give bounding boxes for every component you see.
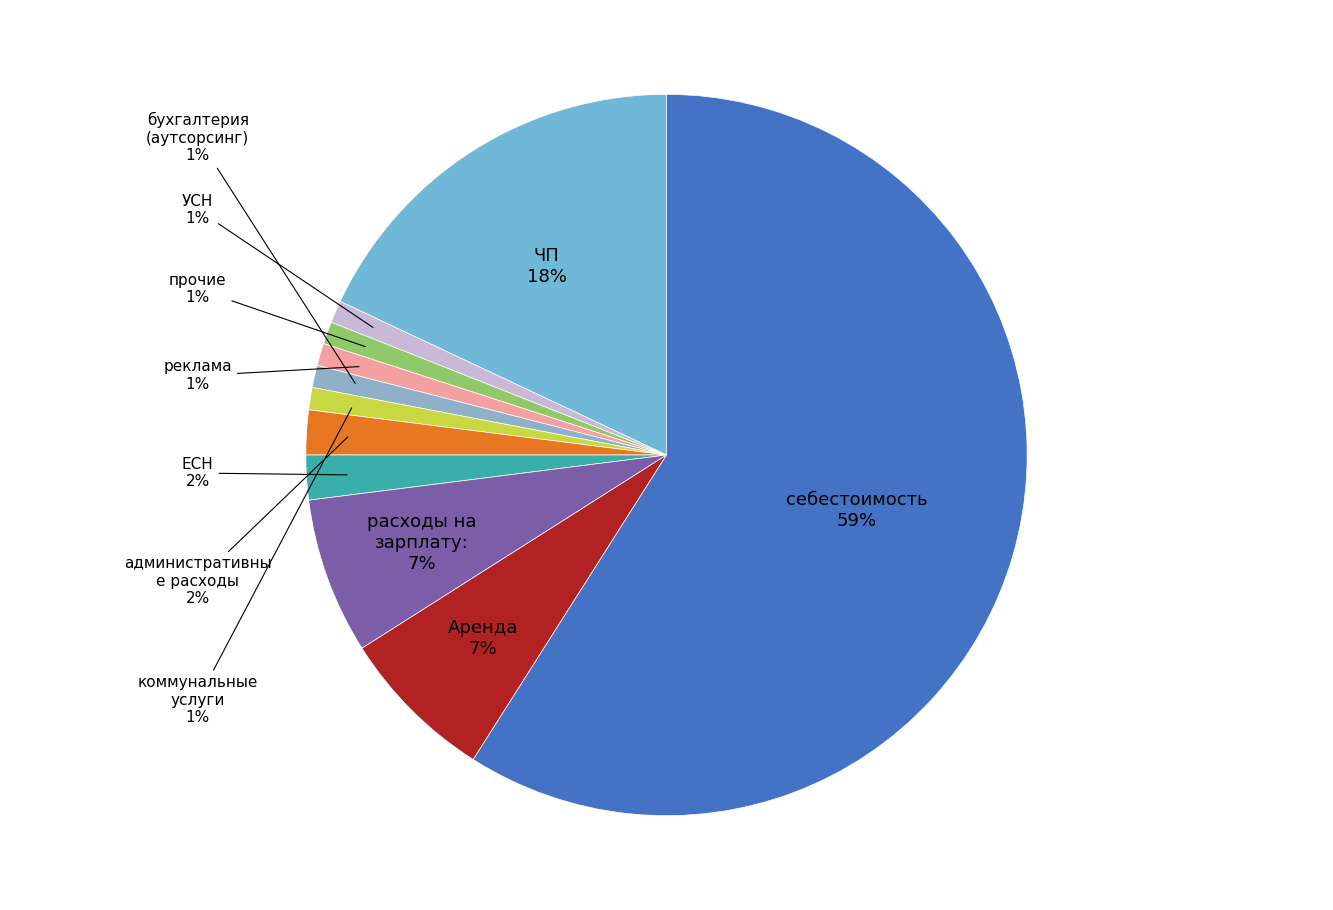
Text: коммунальные
услуги
1%: коммунальные услуги 1% [137, 408, 352, 725]
Text: УСН
1%: УСН 1% [181, 194, 373, 328]
Text: бухгалтерия
(аутсорсинг)
1%: бухгалтерия (аутсорсинг) 1% [147, 112, 356, 383]
Text: себестоимость
59%: себестоимость 59% [786, 490, 928, 530]
Text: ЧП
18%: ЧП 18% [527, 247, 567, 286]
Wedge shape [363, 455, 666, 760]
Wedge shape [309, 455, 666, 648]
Text: Аренда
7%: Аренда 7% [448, 619, 519, 658]
Wedge shape [324, 322, 666, 455]
Wedge shape [309, 388, 666, 455]
Wedge shape [305, 455, 666, 501]
Text: реклама
1%: реклама 1% [164, 359, 359, 392]
Text: ЕСН
2%: ЕСН 2% [181, 457, 347, 490]
Wedge shape [473, 95, 1028, 815]
Text: административны
е расходы
2%: административны е расходы 2% [124, 437, 348, 606]
Wedge shape [312, 365, 666, 455]
Text: расходы на
зарплату:
7%: расходы на зарплату: 7% [368, 513, 477, 572]
Text: прочие
1%: прочие 1% [169, 273, 365, 347]
Wedge shape [317, 344, 666, 455]
Wedge shape [340, 95, 666, 455]
Wedge shape [305, 410, 666, 455]
Wedge shape [331, 301, 666, 455]
